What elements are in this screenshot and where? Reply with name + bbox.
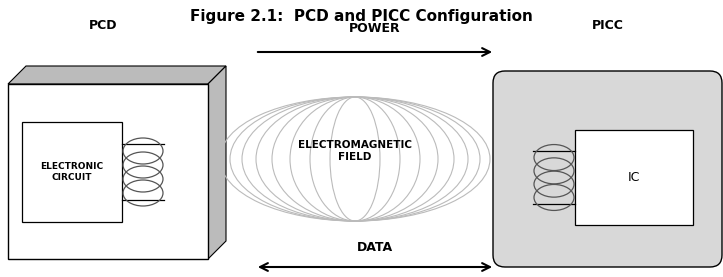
FancyBboxPatch shape [575, 130, 693, 225]
FancyBboxPatch shape [22, 122, 122, 222]
Text: ELECTROMAGNETIC
FIELD: ELECTROMAGNETIC FIELD [298, 140, 412, 162]
Text: ELECTRONIC
CIRCUIT: ELECTRONIC CIRCUIT [40, 162, 103, 182]
Text: Figure 2.1:  PCD and PICC Configuration: Figure 2.1: PCD and PICC Configuration [190, 9, 533, 24]
FancyBboxPatch shape [8, 84, 208, 259]
FancyBboxPatch shape [493, 71, 722, 267]
Text: DATA: DATA [357, 241, 393, 254]
Text: PCD: PCD [89, 19, 117, 32]
Polygon shape [8, 66, 226, 84]
Polygon shape [208, 66, 226, 259]
Text: POWER: POWER [349, 22, 401, 35]
Text: PICC: PICC [591, 19, 623, 32]
Text: IC: IC [628, 171, 640, 184]
